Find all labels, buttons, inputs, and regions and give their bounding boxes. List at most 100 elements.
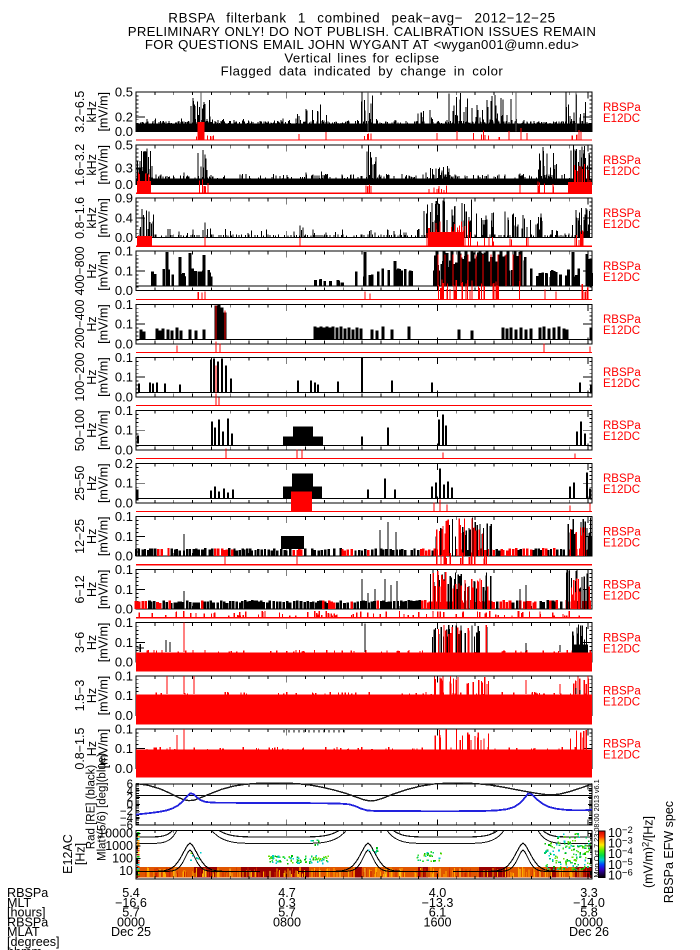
svg-text:0.1: 0.1 [115, 244, 133, 259]
svg-text:0.0: 0.0 [115, 549, 133, 564]
svg-text:0.8−1.6: 0.8−1.6 [73, 197, 87, 239]
svg-text:−14.0: −14.0 [573, 896, 605, 910]
svg-text:[mV/m]: [mV/m] [97, 410, 111, 450]
svg-text:E12DC: E12DC [603, 113, 640, 125]
svg-text:RBSPa: RBSPa [603, 526, 641, 538]
svg-text:0.0: 0.0 [115, 124, 133, 139]
svg-text:1.5−3: 1.5−3 [73, 680, 87, 712]
svg-text:RBSPa: RBSPa [603, 367, 641, 379]
svg-text:0.8−1.5: 0.8−1.5 [73, 728, 87, 770]
svg-text:Hz: Hz [85, 263, 99, 278]
svg-text:[mV/m]: [mV/m] [97, 517, 111, 557]
svg-text:0000: 0000 [575, 915, 603, 929]
svg-text:6.1: 6.1 [429, 906, 447, 920]
svg-text:6−12: 6−12 [73, 575, 87, 603]
svg-text:0.1: 0.1 [115, 741, 133, 756]
svg-text:Hz: Hz [85, 688, 99, 703]
svg-text:0.0: 0.0 [115, 230, 133, 245]
svg-text:RBSPa: RBSPa [7, 886, 48, 900]
svg-text:RBSPa: RBSPa [603, 686, 641, 698]
svg-text:10: 10 [119, 864, 133, 878]
svg-text:Hz: Hz [85, 423, 99, 438]
svg-text:E12DC: E12DC [603, 219, 640, 231]
svg-text:Dec 26: Dec 26 [569, 925, 609, 939]
svg-text:E12DC: E12DC [603, 378, 640, 390]
svg-text:0.0: 0.0 [115, 442, 133, 457]
svg-text:E12DC: E12DC [603, 484, 640, 496]
svg-text:5.7: 5.7 [278, 906, 296, 920]
svg-text:[mV/m]: [mV/m] [97, 251, 111, 291]
svg-text:E12DC: E12DC [603, 272, 640, 284]
svg-text:[hours]: [hours] [7, 906, 46, 920]
svg-text:0.0: 0.0 [115, 389, 133, 404]
svg-text:E12DC: E12DC [603, 431, 640, 443]
svg-text:−6: −6 [120, 820, 133, 832]
svg-text:RBSPA filterbank 1 combined pe: RBSPA filterbank 1 combined peak−avg− 20… [168, 11, 555, 26]
svg-text:0.9: 0.9 [115, 191, 133, 206]
svg-text:25−50: 25−50 [73, 466, 87, 501]
svg-text:E12DC: E12DC [603, 325, 640, 337]
svg-text:[mV/m]: [mV/m] [97, 357, 111, 397]
svg-text:MLAT: MLAT [7, 925, 40, 939]
svg-text:5.8: 5.8 [580, 906, 598, 920]
svg-text:[degrees]: [degrees] [7, 935, 60, 949]
svg-text:0.1: 0.1 [115, 688, 133, 703]
svg-text:0.0: 0.0 [115, 336, 133, 351]
svg-text:0.1: 0.1 [115, 615, 133, 630]
svg-text:0.1: 0.1 [115, 721, 133, 736]
svg-text:[mV/m]: [mV/m] [97, 676, 111, 716]
svg-text:0.5: 0.5 [115, 138, 133, 153]
svg-text:E12AC: E12AC [61, 834, 75, 874]
svg-text:12−25: 12−25 [73, 519, 87, 554]
svg-text:[mV/m]: [mV/m] [97, 92, 111, 132]
svg-text:5.7: 5.7 [122, 906, 140, 920]
svg-text:[mV/m]: [mV/m] [97, 570, 111, 610]
svg-text:1600: 1600 [423, 915, 451, 929]
svg-text:3.3: 3.3 [580, 886, 598, 900]
svg-text:0.0: 0.0 [115, 283, 133, 298]
svg-text:Dec 25: Dec 25 [111, 925, 151, 939]
svg-text:RBSPa: RBSPa [603, 261, 641, 273]
svg-text:[mV/m]: [mV/m] [97, 145, 111, 185]
svg-text:kHz: kHz [85, 154, 99, 176]
svg-text:Mon Oct 7 23:08:00 2013 v6.1: Mon Oct 7 23:08:00 2013 v6.1 [592, 779, 601, 877]
svg-text:E12DC: E12DC [603, 643, 640, 655]
svg-text:6: 6 [127, 779, 133, 791]
svg-text:200−400: 200−400 [73, 299, 87, 348]
svg-text:Hz: Hz [85, 741, 99, 756]
svg-text:RBSPa: RBSPa [603, 473, 641, 485]
svg-text:RBSPa: RBSPa [603, 155, 641, 167]
svg-text:E12DC: E12DC [603, 697, 640, 709]
svg-text:RBSPa: RBSPa [603, 579, 641, 591]
svg-text:3−6: 3−6 [73, 632, 87, 653]
svg-text:2: 2 [127, 793, 133, 805]
svg-text:0.2: 0.2 [115, 456, 133, 471]
svg-text:RBSPa: RBSPa [7, 915, 48, 929]
svg-text:[mV/m]: [mV/m] [97, 623, 111, 663]
svg-text:RBSPa: RBSPa [603, 102, 641, 114]
svg-text:0.0: 0.0 [115, 495, 133, 510]
svg-text:−4: −4 [120, 813, 134, 825]
svg-text:−2: −2 [120, 806, 133, 818]
svg-text:4.0: 4.0 [429, 886, 447, 900]
svg-text:0.1: 0.1 [115, 668, 133, 683]
svg-text:(mV/m)2/[Hz]: (mV/m)2/[Hz] [641, 816, 656, 888]
svg-text:0.0: 0.0 [115, 655, 133, 670]
svg-text:−16.6: −16.6 [115, 896, 147, 910]
svg-text:100−200: 100−200 [73, 353, 87, 402]
svg-text:0.3: 0.3 [115, 161, 133, 176]
svg-text:PRELIMINARY ONLY! DO NOT PUBLI: PRELIMINARY ONLY! DO NOT PUBLISH. CALIBR… [128, 24, 596, 39]
svg-text:4.7: 4.7 [278, 886, 296, 900]
svg-text:0.1: 0.1 [115, 297, 133, 312]
svg-text:0.2: 0.2 [115, 110, 133, 125]
svg-text:E12DC: E12DC [603, 590, 640, 602]
svg-text:400−800: 400−800 [73, 246, 87, 295]
svg-text:[Hz]: [Hz] [74, 843, 88, 865]
svg-text:−13.3: −13.3 [422, 896, 454, 910]
svg-text:0.0: 0.0 [115, 761, 133, 776]
svg-text:4: 4 [127, 786, 134, 798]
svg-text:100: 100 [112, 852, 133, 866]
svg-text:[mV/m]: [mV/m] [97, 729, 111, 769]
svg-text:0.1: 0.1 [115, 263, 133, 278]
svg-text:0.1: 0.1 [115, 403, 133, 418]
